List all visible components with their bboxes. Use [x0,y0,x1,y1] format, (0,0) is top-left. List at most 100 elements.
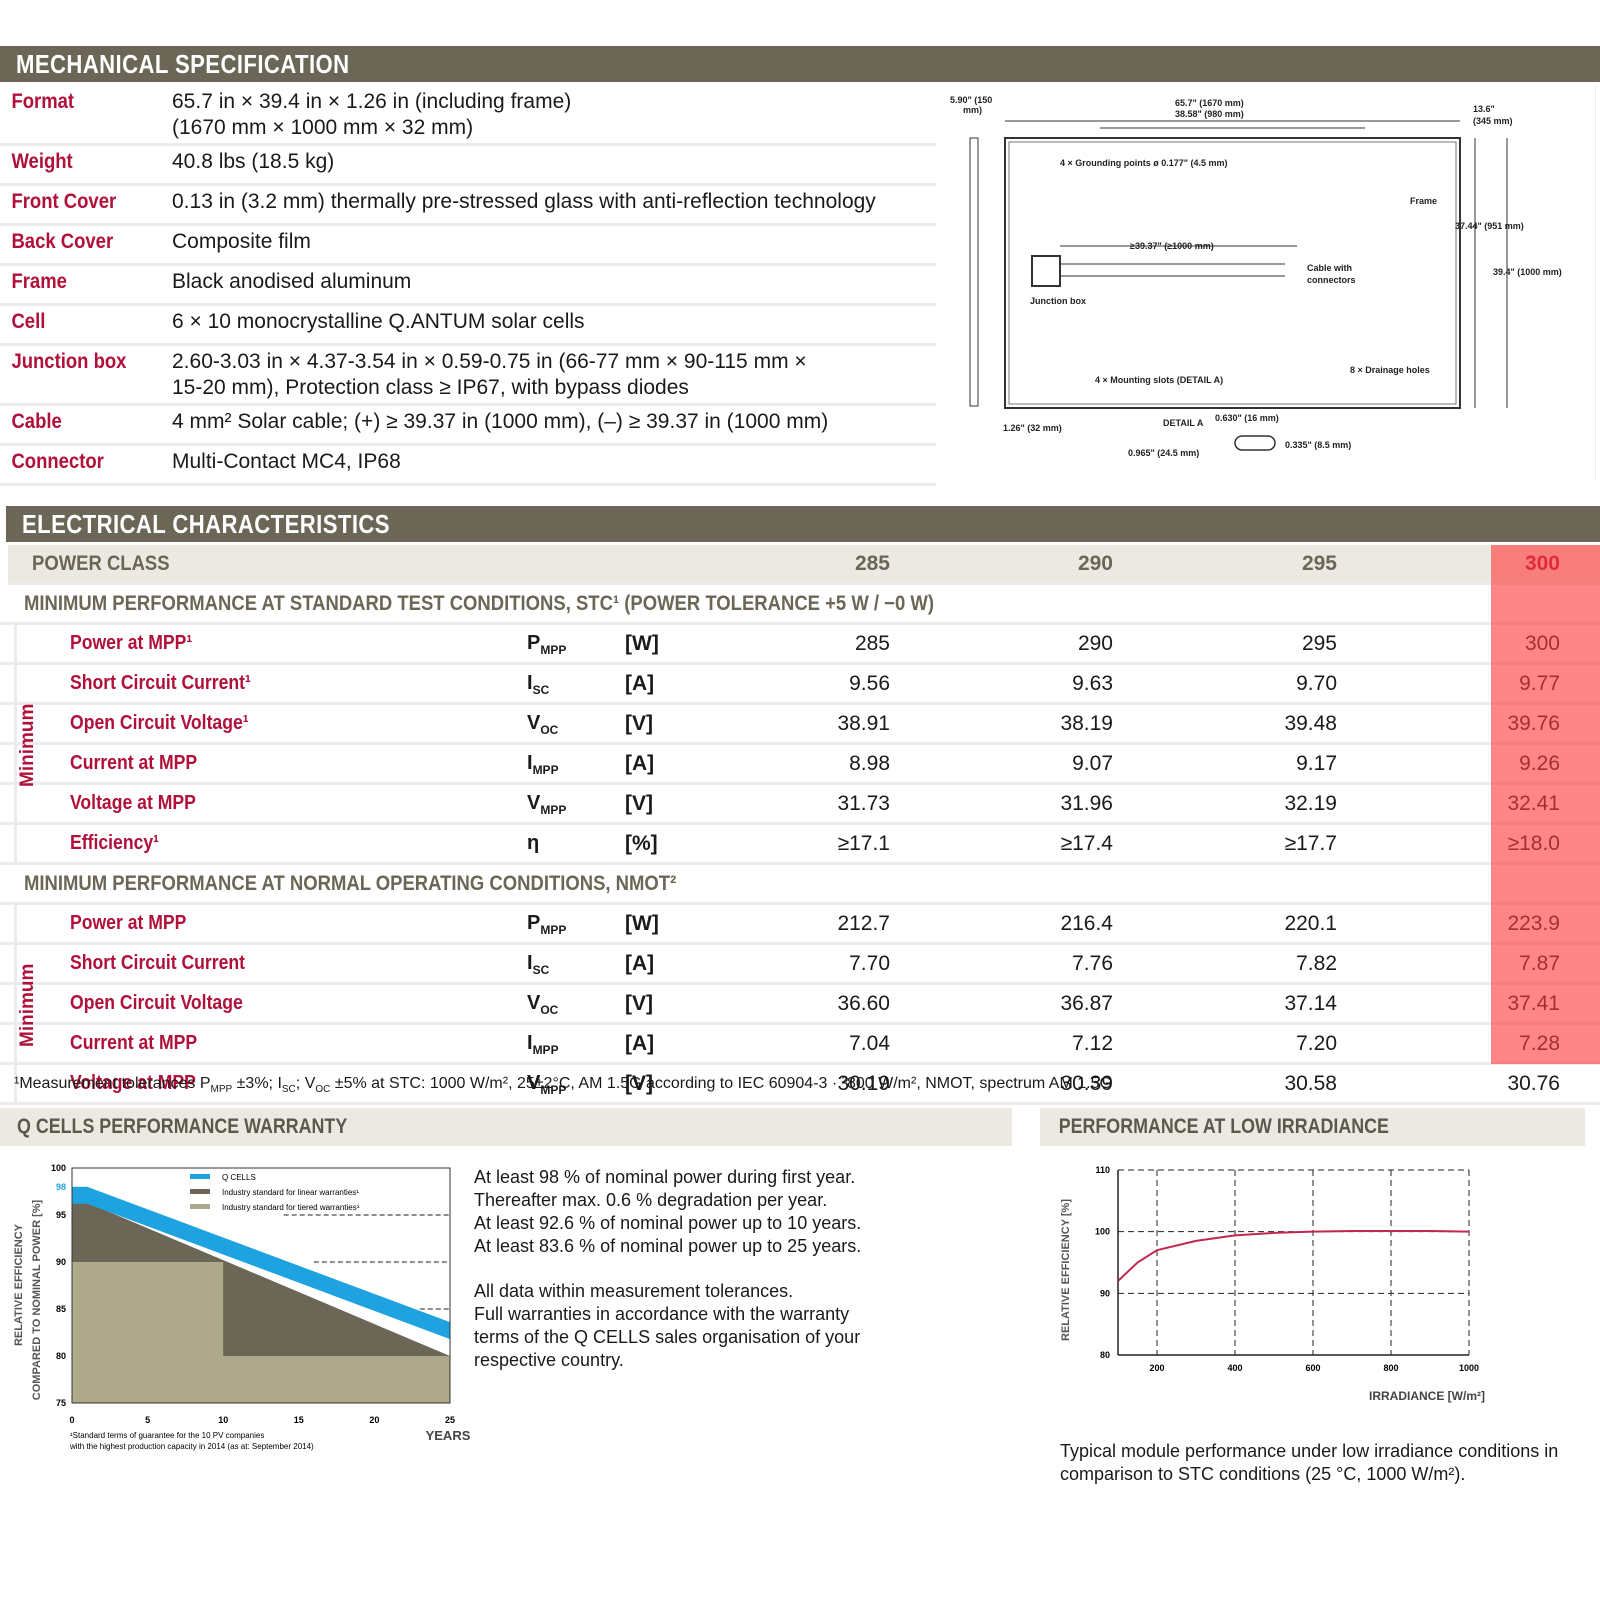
warranty-paragraph-1: At least 98 % of nominal power during fi… [474,1166,944,1258]
mech-row: Format 65.7 in × 39.4 in × 1.26 in (inclu… [0,86,936,146]
cable-connectors-label-2: connectors [1307,275,1356,285]
module-dimension-diagram: 5.90" (150 mm) 65.7" (1670 mm) 38.58" (9… [950,86,1596,481]
legend-label: Industry standard for tiered warranties¹ [222,1203,360,1212]
param-value: ≥17.4 [1060,832,1113,855]
plot-frame [71,1167,451,1404]
param-label: Voltage at MPP [70,792,196,814]
param-symbol-sub: MPP [540,643,567,657]
electrical-row: Current at MPP IMPP [A] 7.04 7.12 7.20 7.28 [0,1025,1600,1065]
param-value: 38.91 [837,712,890,735]
param-unit: [V] [625,992,653,1015]
warranty-line: At least 98 % of nominal power during fi… [474,1167,856,1187]
mech-key: Back Cover [11,230,114,253]
param-unit: [A] [625,952,655,975]
power-class-295: 295 [1301,552,1337,575]
x-tick-label: 400 [1227,1363,1242,1373]
param-value: 31.96 [1060,792,1113,815]
param-label: Voltage at MPP [70,1072,196,1094]
param-symbol-sub: MPP [532,763,559,777]
power-class-row-label: POWER CLASS [32,552,170,575]
param-unit: [V] [625,792,653,815]
param-symbol-sub: MPP [532,1043,559,1057]
param-symbol: IMPP [527,1032,559,1057]
param-symbol-sub: MPP [540,1083,567,1097]
low-irradiance-line: Typical module performance under low irr… [1060,1441,1559,1461]
y-tick-label: 90 [1100,1288,1110,1298]
detail-slot-shape [1234,435,1276,451]
cable-length-label: ≥39.37" (≥1000 mm) [1130,241,1214,251]
warranty-chart-footnote-2: with the highest production capacity in … [69,1442,314,1451]
param-unit: [%] [625,832,658,855]
x-tick-label: 15 [294,1415,304,1425]
param-value: 7.87 [1519,952,1560,975]
x-tick-label: 5 [145,1415,150,1425]
param-value: 32.19 [1284,792,1337,815]
param-value: 36.60 [837,992,890,1015]
low-irradiance-text: Typical module performance under low irr… [1060,1440,1590,1486]
param-value: 36.87 [1060,992,1113,1015]
mounting-slots-label: 4 × Mounting slots (DETAIL A) [1095,375,1223,385]
param-value: 7.76 [1072,952,1113,975]
x-tick-label: 600 [1305,1363,1320,1373]
tiered-warranty-area [72,1262,450,1403]
efficiency-curve [1117,1230,1470,1282]
height-outer-label: 39.4" (1000 mm) [1493,267,1562,277]
stc-heading-row: MINIMUM PERFORMANCE AT STANDARD TEST CON… [0,585,1600,625]
mech-value: 40.8 lbs (18.5 kg) [160,149,936,183]
param-value: 7.28 [1519,1032,1560,1055]
param-value: 9.56 [849,672,890,695]
mech-value: 4 mm² Solar cable; (+) ≥ 39.37 in (1000 … [160,409,936,443]
low-irradiance-chart: 80 90 100 110 200 400 600 800 1000 IRRADIANCE [W/… [1060,1165,1485,1403]
mech-value-line-2: 15-20 mm), Protection class ≥ IP67, with… [172,376,689,399]
mech-key: Weight [11,150,73,173]
mech-key: Front Cover [11,190,117,213]
frame-depth-label: 1.26" (32 mm) [1003,423,1062,433]
junction-box-label: Junction box [1030,296,1086,306]
x-tick-label: 1000 [1459,1363,1479,1373]
mech-key: Format [11,90,75,113]
warranty-title: Q CELLS PERFORMANCE WARRANTY [17,1115,348,1138]
qcells-warranty-band [72,1186,450,1340]
x-axis-label: YEARS [426,1428,470,1443]
x-tick-label: 0 [69,1415,74,1425]
measurement-footnote: ¹Measurement tolerances PMPP ±3%; ISC; V… [14,1075,1112,1095]
y-tick-label: 95 [56,1210,66,1220]
footnote-sub-3: OC [315,1084,331,1096]
param-value: 32.41 [1507,792,1560,815]
mech-value-line: 4 mm² Solar cable; (+) ≥ 39.37 in (1000 … [172,410,829,433]
mech-value-line: 6 × 10 monocrystalline Q.ANTUM solar cel… [172,310,585,333]
footnote-part-1: ¹Measurement tolerances P [14,1075,211,1092]
electrical-row: Open Circuit Voltage¹ VOC [V] 38.91 38.19 39.… [0,705,1600,745]
param-value: 37.14 [1284,992,1337,1015]
param-symbol-sub: SC [532,963,550,977]
x-tick-label: 200 [1149,1363,1164,1373]
low-irradiance-line: comparison to STC conditions (25 °C, 100… [1060,1464,1466,1484]
param-unit: [A] [625,672,655,695]
y-tick-label: 85 [56,1304,66,1314]
mech-row: Back Cover Composite film [0,226,936,266]
mech-value-line: 40.8 lbs (18.5 kg) [172,150,335,173]
param-symbol: η [527,832,540,854]
warranty-line: respective country. [474,1350,624,1370]
electrical-title: ELECTRICAL CHARACTERISTICS [22,509,390,539]
param-value: 9.63 [1072,672,1113,695]
mech-value: 0.13 in (3.2 mm) thermally pre-stressed … [160,189,936,223]
power-class-285: 285 [854,552,890,575]
param-value: 30.76 [1507,1072,1560,1095]
stc-heading-row-label: MINIMUM PERFORMANCE AT STANDARD TEST CON… [24,592,934,615]
low-irradiance-header: PERFORMANCE AT LOW IRRADIANCE [1040,1108,1585,1146]
electrical-table: POWER CLASS 285 290 295 300 MINIMUM PERFORMAN… [0,545,1600,1105]
x-tick-label: 800 [1383,1363,1398,1373]
param-symbol: VMPP [527,792,567,817]
param-symbol-sub: SC [532,683,550,697]
x-tick-label: 25 [445,1415,455,1425]
mech-value: Composite film [160,229,936,263]
footnote-part-4: ±5% at STC: 1000 W/m², 25±2°C, AM 1.5G a… [330,1075,1112,1092]
frame-label: Frame [1410,196,1437,206]
mech-value-line-2: (1670 mm × 1000 mm × 32 mm) [172,116,474,139]
param-value: 290 [1077,632,1113,655]
param-symbol: ISC [527,952,550,977]
param-unit: [A] [625,1032,655,1055]
electrical-row: Open Circuit Voltage VOC [V] 36.60 36.87 37.1… [0,985,1600,1025]
electrical-row: Short Circuit Current¹ ISC [A] 9.56 9.63 9.70… [0,665,1600,705]
